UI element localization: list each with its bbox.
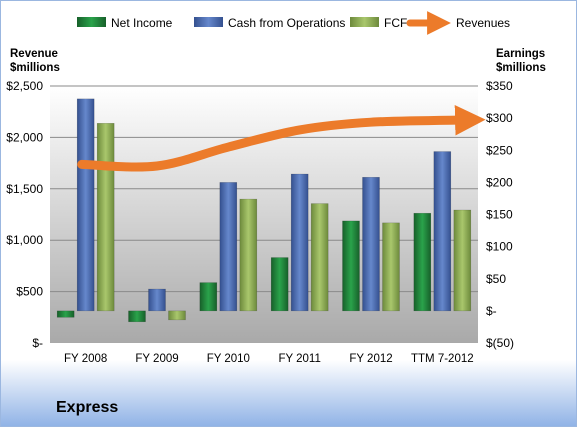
right-tick-label: $- [486, 304, 497, 318]
bar-fcf [168, 310, 186, 321]
right-tick-label: $200 [486, 175, 513, 189]
right-tick-label: $350 [486, 79, 513, 93]
bar-cash-from-operations [290, 173, 309, 312]
right-axis-title-line2: $millions [496, 62, 546, 74]
bar-cash-from-operations [433, 151, 452, 312]
legend-swatch-cash-from-operations [194, 17, 223, 27]
bar-cash-from-operations [76, 98, 95, 312]
bar-fcf [310, 203, 329, 312]
chart-title: Express [56, 399, 118, 416]
left-axis-ticks: $2,500 $2,000 $1,500 $1,000 $500 $- [6, 79, 43, 350]
left-tick-label: $- [32, 336, 43, 350]
left-tick-label: $1,500 [6, 182, 43, 196]
left-tick-label: $500 [16, 285, 43, 299]
right-tick-label: $150 [486, 208, 513, 222]
right-axis-title-line1: Earnings [496, 48, 545, 60]
bar-net-income [128, 310, 146, 323]
revenues-line [77, 104, 486, 172]
gridlines [50, 85, 478, 293]
bar-cash-from-operations [148, 288, 166, 312]
legend-label-net-income: Net Income [111, 16, 173, 30]
left-tick-label: $1,000 [6, 233, 43, 247]
left-axis-title-line2: $millions [10, 62, 60, 74]
legend-label-cash-from-operations: Cash from Operations [228, 16, 345, 30]
category-label: FY 2011 [278, 353, 320, 365]
category-label: FY 2010 [207, 353, 250, 365]
right-axis-ticks: $350 $300 $250 $200 $150 $100 $50 $- $(50) [486, 79, 514, 350]
footer-band [0, 360, 577, 427]
category-label: FY 2008 [64, 353, 107, 365]
right-tick-label: $100 [486, 240, 513, 254]
legend-swatch-fcf [350, 17, 379, 27]
legend: Net Income Cash from Operations FCF Reve… [77, 11, 510, 35]
category-label: FY 2009 [135, 353, 178, 365]
bar-cash-from-operations [362, 176, 380, 312]
legend-swatch-net-income [77, 17, 106, 27]
bar-cash-from-operations [219, 182, 238, 312]
right-tick-label: $(50) [486, 336, 514, 350]
right-tick-label: $50 [486, 272, 506, 286]
bar-net-income [56, 310, 75, 318]
bar-fcf [239, 198, 258, 312]
right-tick-label: $300 [486, 111, 513, 125]
plot-area [50, 86, 478, 343]
bar-fcf [96, 123, 115, 312]
bar-net-income [270, 257, 289, 312]
revenue-line-layer [77, 104, 486, 172]
bar-net-income [413, 212, 432, 312]
left-tick-label: $2,500 [6, 79, 43, 93]
right-tick-label: $250 [486, 143, 513, 157]
category-label: TTM 7-2012 [411, 353, 474, 365]
category-labels: FY 2008 FY 2009 FY 2010 FY 2011 FY 2012 TTM 7… [64, 353, 474, 365]
category-label: FY 2012 [349, 353, 392, 365]
bars [56, 98, 472, 323]
left-tick-label: $2,000 [6, 130, 43, 144]
bar-net-income [342, 220, 360, 312]
legend-label-fcf: FCF [384, 16, 407, 30]
left-axis-title-line1: Revenue [10, 48, 58, 60]
bar-net-income [199, 282, 218, 312]
legend-label-revenues: Revenues [456, 16, 510, 30]
bar-fcf [453, 209, 472, 312]
bar-fcf [382, 222, 400, 312]
